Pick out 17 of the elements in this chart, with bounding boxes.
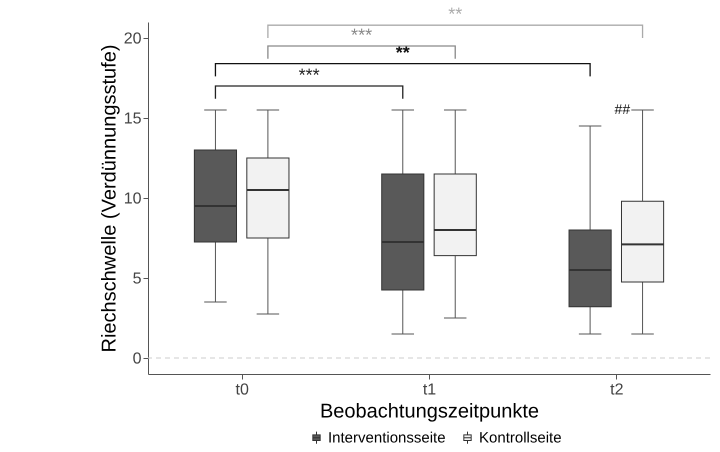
y-axis-title: Riechschwelle (Verdünnungsstufe) [98, 44, 121, 352]
y-tick-label: 10 [124, 190, 142, 208]
y-tick-label: 20 [124, 30, 142, 48]
annotation: ** [396, 42, 410, 63]
annotation: ## [614, 101, 630, 117]
x-tick-label: t2 [610, 382, 624, 398]
x-tick-label: t1 [422, 382, 436, 398]
legend-label: Interventionsseite [328, 430, 446, 447]
x-axis-title: Beobachtungszeitpunkte [320, 400, 540, 422]
annotation: ** [448, 4, 462, 24]
y-tick-label: 0 [132, 350, 142, 368]
y-tick-label: 5 [132, 270, 142, 288]
annotation: *** [298, 65, 320, 85]
y-tick-label: 15 [124, 110, 142, 128]
annotation: *** [351, 25, 372, 45]
x-tick-label: t0 [235, 382, 249, 398]
legend-label: Kontrollseite [479, 430, 562, 447]
